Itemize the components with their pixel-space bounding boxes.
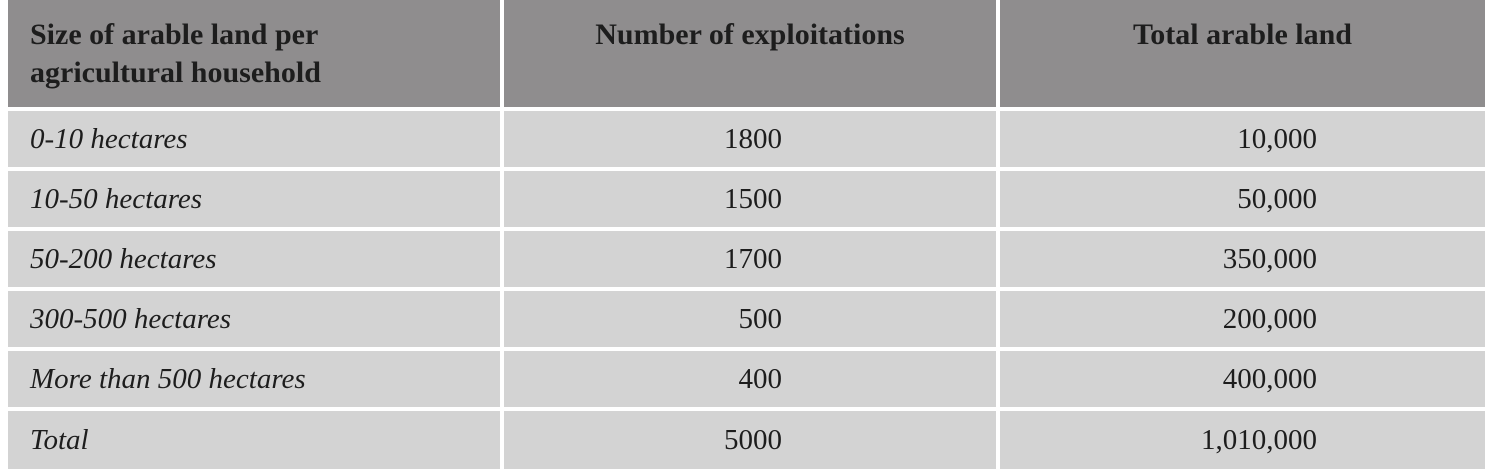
row-land: 400,000 xyxy=(1000,351,1485,407)
row-size: 0-10 hectares xyxy=(8,111,500,167)
row-exploitations: 400 xyxy=(504,351,996,407)
row-land-total: 1,010,000 xyxy=(1000,411,1485,469)
row-land: 10,000 xyxy=(1000,111,1485,167)
table-row: More than 500 hectares 400 400,000 xyxy=(8,351,1485,407)
row-size: 300-500 hectares xyxy=(8,291,500,347)
table-row: 10-50 hectares 1500 50,000 xyxy=(8,171,1485,227)
row-size-total: Total xyxy=(8,411,500,469)
header-exploitations: Number of exploitations xyxy=(504,0,996,107)
row-land: 350,000 xyxy=(1000,231,1485,287)
table-total-row: Total 5000 1,010,000 xyxy=(8,411,1485,469)
row-land: 200,000 xyxy=(1000,291,1485,347)
header-size-line2: agricultural household xyxy=(30,56,321,89)
row-exploitations-total: 5000 xyxy=(504,411,996,469)
row-land: 50,000 xyxy=(1000,171,1485,227)
table-row: 0-10 hectares 1800 10,000 xyxy=(8,111,1485,167)
header-total-land: Total arable land xyxy=(1000,0,1485,107)
row-size: 10-50 hectares xyxy=(8,171,500,227)
header-size: Size of arable land per agricultural hou… xyxy=(8,0,500,107)
row-size: More than 500 hectares xyxy=(8,351,500,407)
row-exploitations: 1700 xyxy=(504,231,996,287)
header-size-line1: Size of arable land per xyxy=(30,18,319,51)
table-row: 300-500 hectares 500 200,000 xyxy=(8,291,1485,347)
row-exploitations: 1800 xyxy=(504,111,996,167)
land-table: Size of arable land per agricultural hou… xyxy=(8,0,1485,469)
table-header-row: Size of arable land per agricultural hou… xyxy=(8,0,1485,107)
table-row: 50-200 hectares 1700 350,000 xyxy=(8,231,1485,287)
row-size: 50-200 hectares xyxy=(8,231,500,287)
row-exploitations: 500 xyxy=(504,291,996,347)
row-exploitations: 1500 xyxy=(504,171,996,227)
